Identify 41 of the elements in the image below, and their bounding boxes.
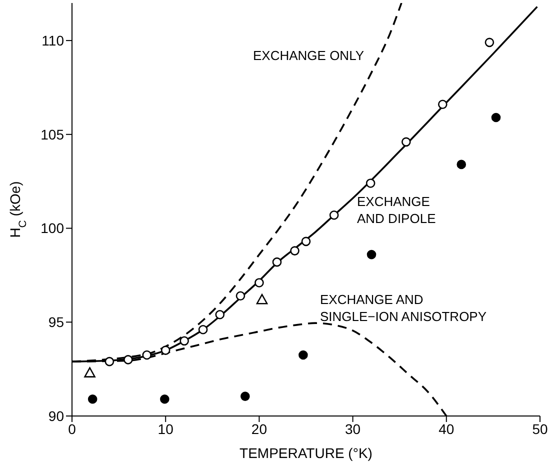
annotation: EXCHANGE AND SINGLE−ION ANISOTROPY [320, 292, 487, 324]
point [290, 246, 300, 256]
x-tick-label: 20 [251, 420, 268, 437]
point [491, 112, 501, 122]
point [366, 178, 376, 188]
point [124, 355, 133, 364]
point [402, 137, 411, 147]
annotation: EXCHANGE AND DIPOLE [357, 194, 436, 226]
y-tick-label: 105 [40, 126, 64, 142]
x-tick-label: 30 [345, 420, 361, 437]
point [84, 367, 96, 378]
y-tick-label: 95 [48, 314, 64, 330]
y-tick-label: 110 [42, 32, 64, 49]
point [198, 324, 208, 334]
point [301, 236, 311, 246]
x-tick-label: 0 [68, 420, 76, 437]
point [298, 350, 308, 360]
point [254, 278, 264, 288]
point [215, 310, 225, 320]
point [366, 250, 376, 260]
x-axis-title: TEMPERATURE (°K) [240, 445, 372, 461]
point [438, 100, 448, 110]
point [484, 38, 494, 48]
point [240, 392, 250, 401]
x-tick-label: 10 [158, 420, 174, 437]
x-tick-label: 50 [532, 420, 548, 437]
point [104, 356, 114, 366]
point [142, 350, 152, 360]
point [180, 336, 189, 346]
point [256, 294, 268, 304]
y-tick-label: 100 [40, 220, 64, 236]
point [272, 257, 282, 267]
point [329, 210, 339, 220]
annotation: EXCHANGE ONLY [253, 48, 364, 63]
y-tick-label: 90 [48, 408, 64, 424]
point [160, 394, 170, 404]
point [88, 394, 98, 404]
point [456, 160, 466, 170]
point [236, 291, 246, 301]
x-tick-label: 40 [438, 420, 454, 437]
point [160, 346, 170, 355]
